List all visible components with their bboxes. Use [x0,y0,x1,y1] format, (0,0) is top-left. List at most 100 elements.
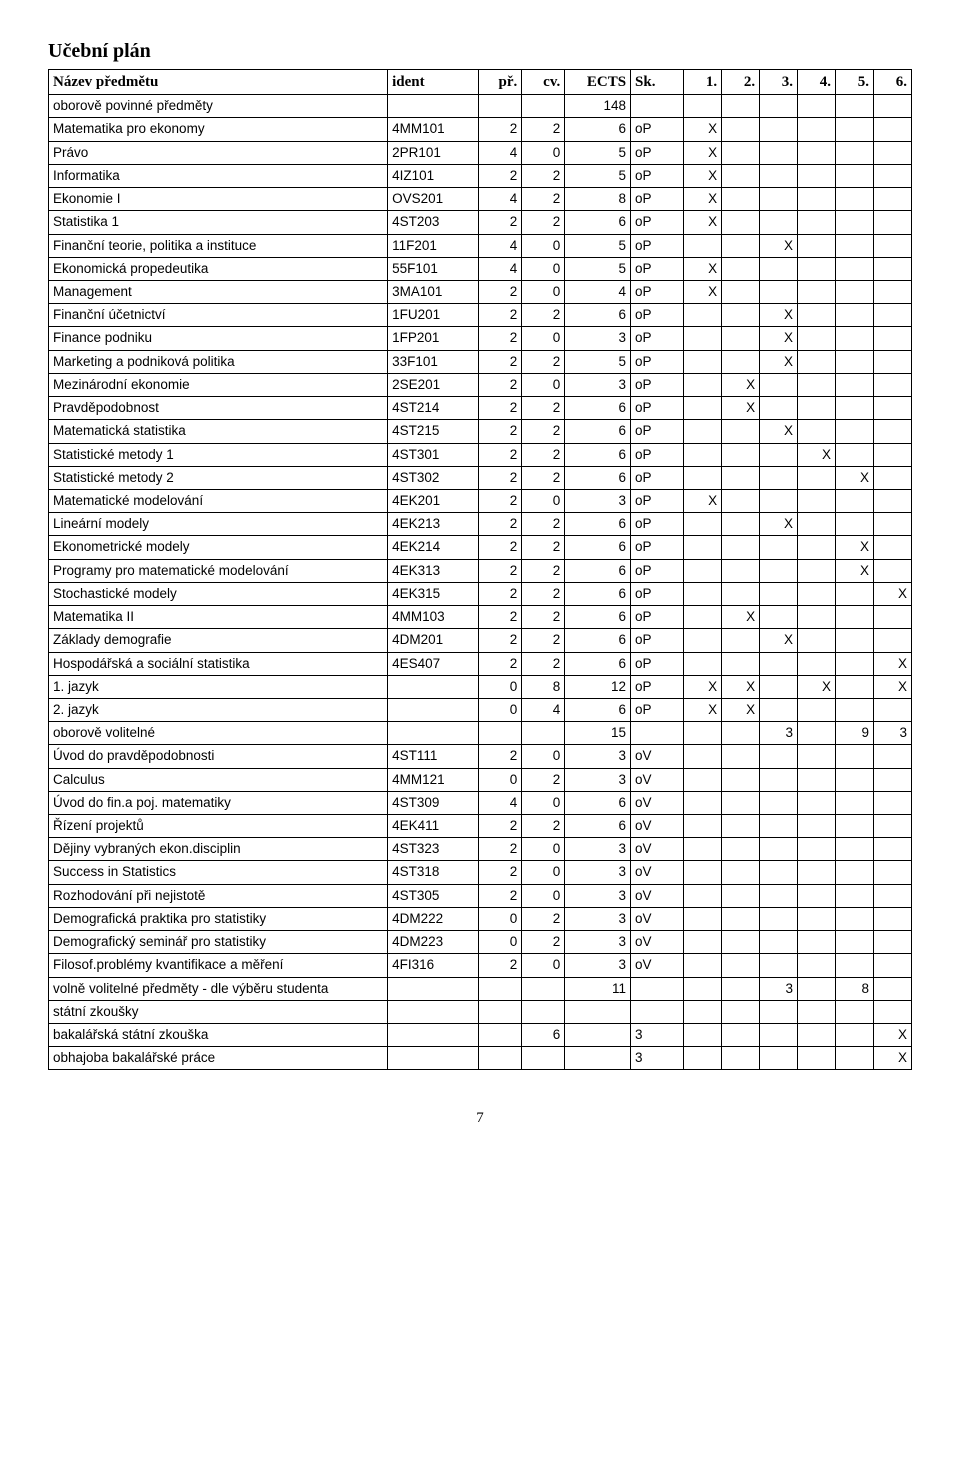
table-cell [684,629,722,652]
table-cell: Mezinárodní ekonomie [49,373,388,396]
table-cell [836,257,874,280]
table-cell: oP [631,536,684,559]
table-cell [836,815,874,838]
table-cell [722,559,760,582]
table-cell: X [722,373,760,396]
table-cell: X [684,489,722,512]
table-cell: oP [631,559,684,582]
table-cell: oP [631,234,684,257]
table-row: Ekonomická propedeutika55F101405oPX [49,257,912,280]
table-cell: 2 [522,164,565,187]
table-cell [522,722,565,745]
table-cell [836,907,874,930]
col-2: 2. [722,70,760,95]
table-cell [760,466,798,489]
table-cell [873,977,911,1000]
table-cell: 2 [522,606,565,629]
table-cell: oV [631,791,684,814]
table-cell [836,698,874,721]
table-cell [388,1024,479,1047]
table-cell [722,536,760,559]
table-cell: 55F101 [388,257,479,280]
table-cell [722,954,760,977]
table-row: Management3MA101204oPX [49,281,912,304]
table-cell [684,397,722,420]
table-cell [684,373,722,396]
table-cell: Rozhodování při nejistotě [49,884,388,907]
table-cell: Statistické metody 1 [49,443,388,466]
table-cell: 0 [522,327,565,350]
table-cell: 0 [522,281,565,304]
table-cell: 4MM101 [388,118,479,141]
table-cell: 2 [522,443,565,466]
table-cell: 6 [565,536,631,559]
table-cell [798,234,836,257]
table-cell: X [722,606,760,629]
table-cell [479,1024,522,1047]
table-cell: 4ST302 [388,466,479,489]
table-cell: X [798,443,836,466]
table-cell [565,1047,631,1070]
table-cell: X [722,397,760,420]
table-cell [684,350,722,373]
table-cell: 2 [522,397,565,420]
table-cell [684,582,722,605]
table-cell [836,884,874,907]
table-row: obhajoba bakalářské práce3X [49,1047,912,1070]
table-cell: oP [631,606,684,629]
table-cell: oP [631,373,684,396]
table-cell: 6 [565,304,631,327]
table-cell [479,722,522,745]
table-row: oborově volitelné15393 [49,722,912,745]
table-cell: volně volitelné předměty - dle výběru st… [49,977,388,1000]
table-cell: 2 [479,884,522,907]
table-cell [798,884,836,907]
table-cell [873,513,911,536]
table-cell [798,629,836,652]
table-cell: 3 [565,884,631,907]
table-row: oborově povinné předměty148 [49,95,912,118]
table-cell: oV [631,861,684,884]
table-cell [836,745,874,768]
table-cell [722,420,760,443]
table-cell: 4ST215 [388,420,479,443]
table-cell [722,327,760,350]
table-cell [798,977,836,1000]
table-cell [798,791,836,814]
table-row: Řízení projektů4EK411226oV [49,815,912,838]
table-cell [760,257,798,280]
table-cell [798,606,836,629]
table-cell: 2 [479,397,522,420]
table-cell [684,536,722,559]
table-cell [836,791,874,814]
table-cell: 3 [565,373,631,396]
table-cell: 6 [565,791,631,814]
table-cell: 4 [565,281,631,304]
table-cell: Matematika II [49,606,388,629]
table-cell: Calculus [49,768,388,791]
table-cell: obhajoba bakalářské práce [49,1047,388,1070]
table-cell: X [684,281,722,304]
table-cell: oP [631,489,684,512]
table-cell: 0 [479,675,522,698]
table-cell: 5 [565,350,631,373]
table-cell: Matematické modelování [49,489,388,512]
table-cell [836,513,874,536]
table-cell [722,907,760,930]
table-cell: 2 [479,420,522,443]
table-cell [873,234,911,257]
table-cell [722,466,760,489]
table-cell [836,211,874,234]
table-cell [873,907,911,930]
table-cell: 2 [479,629,522,652]
table-row: Právo2PR101405oPX [49,141,912,164]
table-cell: oP [631,141,684,164]
table-cell: oP [631,629,684,652]
table-cell [722,513,760,536]
table-cell [836,443,874,466]
table-cell [836,350,874,373]
table-cell [836,397,874,420]
table-cell: X [760,350,798,373]
table-cell: 2 [479,606,522,629]
table-cell: 6 [565,698,631,721]
